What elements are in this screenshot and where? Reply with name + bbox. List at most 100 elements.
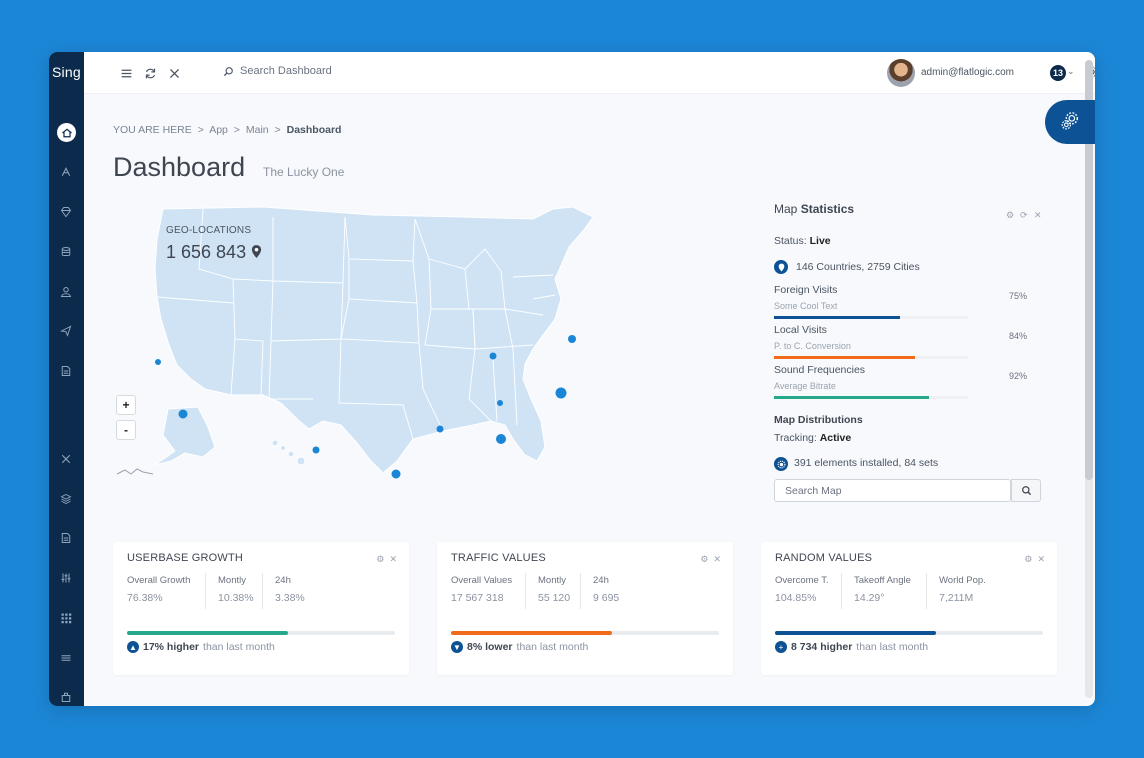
list-icon[interactable] <box>58 650 74 666</box>
us-map[interactable] <box>113 199 623 489</box>
map-markers <box>155 335 576 479</box>
arrow-down-icon: ▼ <box>451 641 463 653</box>
tracking-label: Tracking: <box>774 432 817 444</box>
metric-value: 104.85% <box>775 592 817 604</box>
settings-icon[interactable]: ⚙ <box>700 554 709 564</box>
metric-value: 10.38% <box>218 592 254 604</box>
tools-icon[interactable] <box>58 451 74 467</box>
metric-label: 24h <box>593 575 609 586</box>
app-window: Sing <box>49 52 1095 706</box>
brand-logo[interactable]: Sing <box>52 64 81 80</box>
typography-icon[interactable] <box>58 164 74 180</box>
metric-col: Overall Growth 76.38% <box>127 575 190 613</box>
refresh-icon[interactable]: ⟳ <box>1020 210 1028 220</box>
divider <box>525 573 526 609</box>
metric-col: Overcome T. 104.85% <box>775 575 829 613</box>
grid-icon[interactable] <box>58 610 74 626</box>
map-search-button[interactable] <box>1011 479 1041 502</box>
map-distributions-title: Map Distributions <box>774 414 863 426</box>
menu-icon[interactable] <box>118 65 134 81</box>
map-pin-icon <box>252 245 262 258</box>
metric-value: 76.38% <box>127 592 163 604</box>
divider <box>262 573 263 609</box>
chevron-down-icon[interactable]: ⌄ <box>1067 66 1075 76</box>
layers-icon[interactable] <box>58 491 74 507</box>
foreign-visits-sub: Some Cool Text <box>774 301 838 311</box>
top-header: admin@flatlogic.com 13 ⌄ <box>84 52 1095 94</box>
sound-frequencies-pct: 92% <box>1009 371 1028 381</box>
package-icon[interactable] <box>58 689 74 705</box>
diamond-icon[interactable] <box>58 204 74 220</box>
card-title: RANDOM VALUES <box>775 552 873 564</box>
breadcrumb-main[interactable]: Main <box>245 124 269 136</box>
settings-icon[interactable]: ⚙ <box>1006 210 1015 220</box>
metric-value: 14.29° <box>854 592 885 604</box>
cog-icon <box>774 457 788 471</box>
settings-icon[interactable]: ⚙ <box>1024 554 1033 564</box>
card-footer: +8 734 higher than last month <box>775 641 928 653</box>
breadcrumb-sep: > <box>274 124 281 136</box>
refresh-icon[interactable] <box>142 65 158 81</box>
zoom-out-button[interactable]: - <box>116 420 136 440</box>
stats-title: Map Statistics <box>774 202 1044 216</box>
metric-col: Montly 55 120 <box>538 575 570 613</box>
metric-col: Montly 10.38% <box>218 575 254 613</box>
zoom-in-button[interactable]: + <box>116 395 136 415</box>
breadcrumb-app[interactable]: App <box>209 124 228 136</box>
send-icon[interactable] <box>58 323 74 339</box>
document-icon[interactable] <box>58 363 74 379</box>
dashboard-search <box>223 65 400 77</box>
metric-label: Overall Values <box>451 575 513 586</box>
foreign-visits-bar <box>774 316 900 319</box>
settings-fab[interactable] <box>1045 100 1095 144</box>
metric-col: World Pop. 7,211M <box>939 575 986 613</box>
metric-label: Takeoff Angle <box>854 575 911 586</box>
card-title: TRAFFIC VALUES <box>451 552 546 564</box>
file-icon[interactable] <box>58 530 74 546</box>
divider <box>926 573 927 609</box>
random-values-card: RANDOM VALUES ⚙ ✕ Overcome T. 104.85% Tak… <box>761 542 1057 675</box>
user-icon[interactable] <box>58 284 74 300</box>
status-value: Live <box>809 235 831 247</box>
close-icon[interactable]: ✕ <box>389 554 397 564</box>
sound-frequencies-label: Sound Frequencies <box>774 364 866 376</box>
card-title: USERBASE GROWTH <box>127 552 244 564</box>
metric-label: 24h <box>275 575 291 586</box>
metric-col: 24h 3.38% <box>275 575 305 613</box>
sliders-icon[interactable] <box>58 570 74 586</box>
metric-value: 7,211M <box>939 592 974 604</box>
avatar[interactable] <box>887 59 915 87</box>
traffic-values-card: TRAFFIC VALUES ⚙ ✕ Overall Values 17 567 … <box>437 542 733 675</box>
sidebar: Sing <box>49 52 84 706</box>
user-email[interactable]: admin@flatlogic.com <box>921 67 1014 78</box>
location-pin-icon <box>774 260 788 274</box>
metric-col: Takeoff Angle 14.29° <box>854 575 911 613</box>
status-row: Status: Live <box>774 235 831 247</box>
metric-label: World Pop. <box>939 575 986 586</box>
card-footer: ▼ 8% lower than last month <box>451 641 588 653</box>
notification-badge[interactable]: 13 <box>1050 65 1066 81</box>
home-icon[interactable] <box>57 123 76 142</box>
card-footer: ▲ 17% higher than last month <box>127 641 275 653</box>
tracking-value: Active <box>819 432 852 444</box>
close-icon[interactable]: ✕ <box>1034 210 1042 220</box>
breadcrumb-prefix: YOU ARE HERE <box>113 124 192 136</box>
breadcrumb-sep: > <box>233 124 240 136</box>
map-search-input[interactable] <box>774 479 1011 502</box>
progress-bar <box>775 631 936 635</box>
page-title: Dashboard <box>113 152 246 182</box>
metric-label: Overall Growth <box>127 575 191 586</box>
database-icon[interactable] <box>58 244 74 260</box>
metric-value: 3.38% <box>275 592 305 604</box>
search-input[interactable] <box>240 65 400 77</box>
search-icon <box>223 66 233 76</box>
divider <box>205 573 206 609</box>
scrollbar-thumb[interactable] <box>1085 60 1093 480</box>
close-icon[interactable]: ✕ <box>713 554 721 564</box>
countries-count: 146 Countries, 2759 Cities <box>796 261 920 273</box>
settings-icon[interactable]: ⚙ <box>376 554 385 564</box>
close-icon[interactable]: ✕ <box>1037 554 1045 564</box>
close-icon[interactable] <box>166 65 182 81</box>
geo-count-value: 1 656 843 <box>166 242 247 262</box>
local-visits-pct: 84% <box>1009 331 1028 341</box>
